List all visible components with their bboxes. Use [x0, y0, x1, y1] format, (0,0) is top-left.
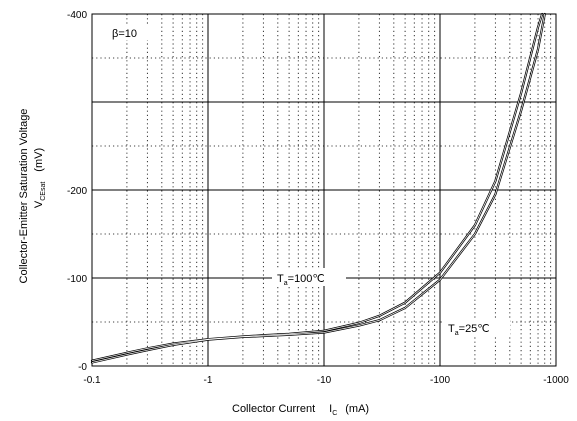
series-line-core-2: [91, 13, 543, 362]
y-axis-label-line2: VCEsat(mV): [33, 148, 47, 208]
x-tick-label: -1000: [543, 375, 569, 386]
ta100-label-bg: [272, 268, 346, 286]
y-tick-label: -100: [67, 274, 87, 285]
series-line-core-1: [91, 13, 546, 363]
y-axis-label-line1: Collector-Emitter Saturation Voltage: [18, 109, 30, 284]
x-tick-label: -10: [317, 375, 332, 386]
beta-label: β=10: [112, 28, 137, 40]
plot-frame: [91, 13, 557, 367]
y-tick-label: -400: [67, 10, 87, 21]
series-line-1: [90, 12, 546, 364]
x-axis-label: Collector Current IC (mA): [232, 403, 369, 417]
x-tick-label: -100: [430, 375, 450, 386]
curves: [90, 12, 546, 364]
ta100-label: Ta=100℃: [277, 273, 325, 287]
x-tick-labels: -0.1 -1 -10 -100 -1000: [83, 375, 569, 386]
beta-label-bg: [108, 24, 152, 40]
x-tick-label: -0.1: [83, 375, 101, 386]
y-tick-label: -200: [67, 186, 87, 197]
x-tick-label: -1: [204, 375, 213, 386]
y-tick-labels: -0 -100 -200 -400: [67, 10, 87, 373]
ta25-label-bg: [444, 318, 510, 336]
ta25-label: Ta=25℃: [448, 323, 490, 337]
y-tick-label: -0: [78, 362, 87, 373]
